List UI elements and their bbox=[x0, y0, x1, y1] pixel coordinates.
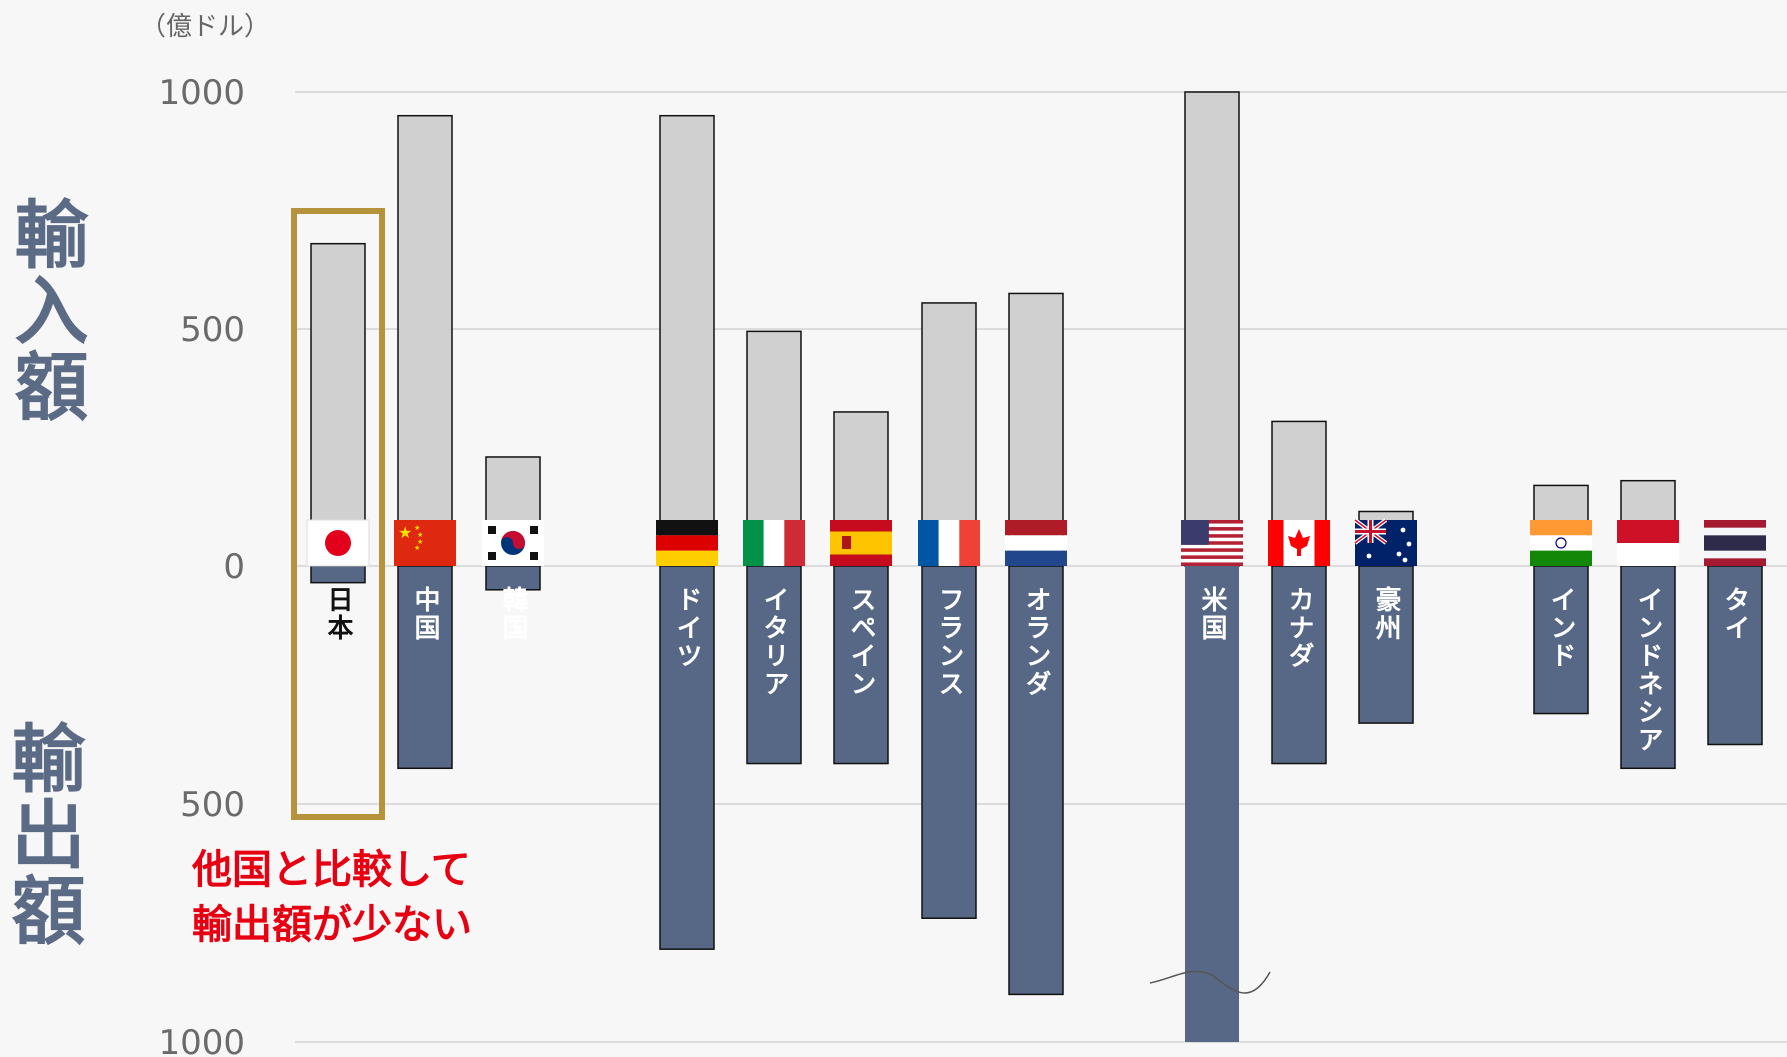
y-tick-label: 500 bbox=[180, 785, 245, 825]
export-bar bbox=[310, 565, 366, 584]
country-label: ドイツ bbox=[672, 586, 702, 670]
export-bar bbox=[746, 565, 802, 765]
country-label: 中国 bbox=[410, 586, 440, 642]
country-label: スペイン bbox=[846, 586, 876, 698]
export-bar bbox=[1358, 565, 1414, 724]
svg-text:★: ★ bbox=[398, 523, 412, 542]
export-bar bbox=[1707, 565, 1763, 746]
annotation-line-1: 他国と比較して bbox=[192, 847, 471, 893]
y-tick-label: 0 bbox=[223, 547, 245, 587]
export-bar bbox=[1185, 566, 1239, 1042]
unit-label: （億ドル） bbox=[140, 12, 271, 42]
y-tick-label: 500 bbox=[180, 310, 245, 350]
spain-flag-icon bbox=[830, 520, 892, 566]
country-label: インドネシア bbox=[1633, 586, 1663, 754]
country-label: オランダ bbox=[1021, 586, 1051, 698]
france-flag-icon bbox=[918, 520, 980, 566]
korea-flag-icon bbox=[482, 520, 544, 566]
country-label: 韓国 bbox=[498, 586, 528, 642]
export-bar bbox=[921, 565, 977, 919]
axis-break-icon bbox=[1149, 970, 1271, 994]
export-bar bbox=[1008, 565, 1064, 996]
svg-text:★: ★ bbox=[417, 531, 423, 539]
y-tick-label: 1000 bbox=[158, 73, 245, 113]
indonesia-flag-icon bbox=[1617, 520, 1679, 566]
country-label: 日本 bbox=[323, 586, 353, 642]
export-axis-label: 輸出額 bbox=[0, 720, 85, 948]
italy-flag-icon bbox=[743, 520, 805, 566]
country-label: イタリア bbox=[759, 586, 789, 698]
svg-text:★: ★ bbox=[417, 538, 423, 546]
netherlands-flag-icon bbox=[1005, 520, 1067, 566]
country-label: フランス bbox=[934, 586, 964, 698]
canada-flag-icon bbox=[1268, 520, 1330, 566]
china-flag-icon: ★ ★★★★ bbox=[394, 520, 456, 566]
usa-flag-icon bbox=[1181, 520, 1243, 566]
import-bar bbox=[310, 242, 366, 567]
germany-flag-icon bbox=[656, 520, 718, 566]
export-bar bbox=[833, 565, 889, 765]
export-bar bbox=[1271, 565, 1327, 765]
svg-text:★: ★ bbox=[414, 524, 420, 532]
japan-flag-icon bbox=[306, 519, 370, 567]
country-label: カナダ bbox=[1284, 586, 1314, 670]
export-bar bbox=[1620, 565, 1676, 770]
country-label: 豪州 bbox=[1371, 585, 1401, 642]
highlight-box bbox=[291, 208, 385, 820]
export-bar bbox=[397, 565, 453, 770]
import-axis-label: 輸入額 bbox=[2, 196, 88, 424]
svg-text:★: ★ bbox=[414, 544, 420, 552]
country-label: 米国 bbox=[1197, 586, 1227, 642]
annotation: 他国と比較して 輸出額が少ない bbox=[192, 843, 472, 953]
annotation-line-2: 輸出額が少ない bbox=[192, 902, 472, 948]
import-bar bbox=[397, 114, 453, 567]
country-label: インド bbox=[1546, 586, 1576, 670]
australia-flag-icon bbox=[1353, 518, 1417, 566]
thailand-flag-icon bbox=[1704, 520, 1766, 566]
import-bar bbox=[659, 114, 715, 567]
export-bar bbox=[1533, 565, 1589, 715]
export-bar bbox=[659, 565, 715, 950]
y-tick-label: 1000 bbox=[158, 1023, 245, 1057]
country-label: タイ bbox=[1720, 586, 1750, 642]
import-bar bbox=[1184, 91, 1240, 567]
india-flag-icon bbox=[1530, 520, 1592, 566]
